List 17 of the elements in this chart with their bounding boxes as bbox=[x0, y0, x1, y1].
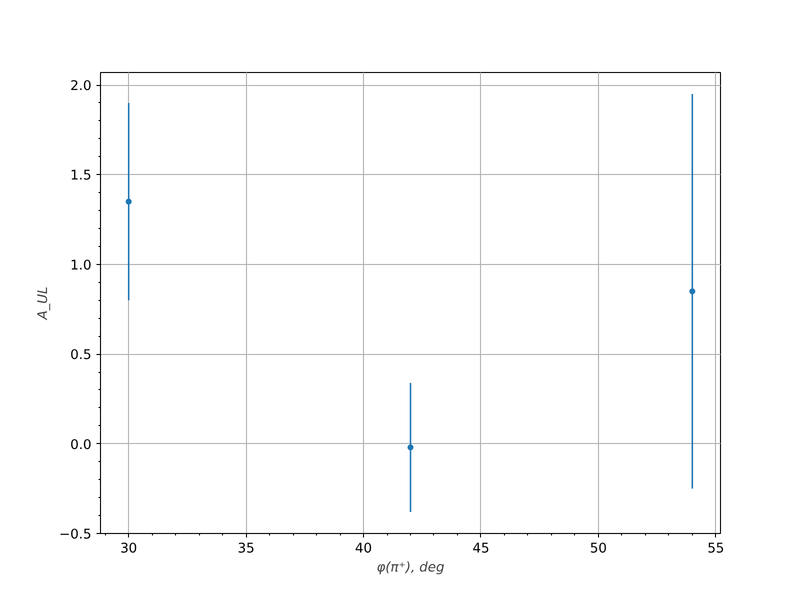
y-tick-label: 0.5 bbox=[70, 348, 92, 364]
y-tick-label: 1.5 bbox=[70, 168, 92, 184]
y-tick-label: 0.0 bbox=[70, 438, 92, 453]
y-tick-label: 1.0 bbox=[70, 258, 92, 274]
x-tick-label: 30 bbox=[120, 542, 138, 556]
point bbox=[689, 288, 696, 294]
x-tick-label: 40 bbox=[355, 542, 372, 556]
y-axis-title: A_UL bbox=[36, 286, 52, 320]
point bbox=[408, 444, 414, 450]
x-axis-title: φ(π⁺), deg bbox=[376, 560, 444, 576]
y-tick-label: −0.5 bbox=[59, 528, 92, 542]
x-tick-label: 50 bbox=[590, 542, 607, 556]
x-tick-label: 55 bbox=[707, 542, 724, 556]
y-tick-label: 2.0 bbox=[70, 79, 92, 94]
x-tick-label: 45 bbox=[472, 542, 490, 556]
point bbox=[126, 198, 132, 205]
x-tick-label: 35 bbox=[238, 542, 255, 556]
